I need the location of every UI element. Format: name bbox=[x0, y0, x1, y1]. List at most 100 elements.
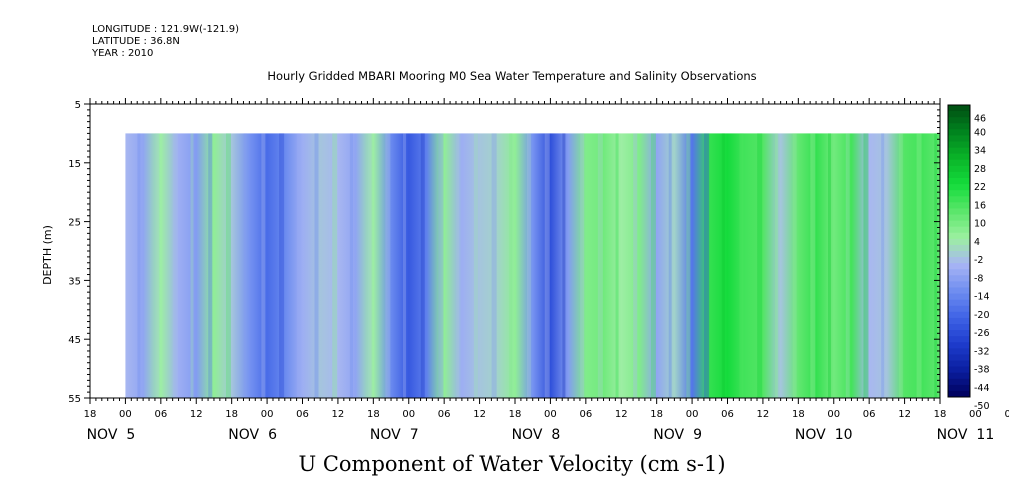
date-day-label: 10 bbox=[835, 427, 853, 443]
colorbar-swatch bbox=[948, 153, 970, 161]
x-axis-label: U Component of Water Velocity (cm s-1) bbox=[298, 452, 726, 476]
velocity-streak bbox=[828, 133, 832, 398]
y-tick-label: 45 bbox=[68, 335, 81, 346]
colorbar-swatch bbox=[948, 372, 970, 380]
colorbar-label: 28 bbox=[974, 164, 986, 175]
velocity-streak bbox=[916, 133, 922, 398]
velocity-streak bbox=[668, 133, 672, 398]
colorbar-swatch bbox=[948, 184, 970, 191]
velocity-streak bbox=[863, 133, 869, 398]
colorbar-swatch bbox=[948, 238, 970, 246]
longitude-text: LONGITUDE : 121.9W(-121.9) bbox=[92, 24, 239, 35]
colorbar-swatch bbox=[948, 220, 970, 228]
x-tick-label: 18 bbox=[792, 409, 805, 420]
colorbar-swatch bbox=[948, 342, 970, 349]
colorbar-swatch bbox=[948, 281, 970, 288]
velocity-streak bbox=[686, 133, 691, 398]
y-tick-label: 25 bbox=[68, 218, 81, 229]
colorbar-swatch bbox=[948, 129, 970, 136]
x-tick-label: 00 bbox=[402, 409, 415, 420]
velocity-streak bbox=[296, 133, 300, 398]
colorbar-swatch bbox=[948, 305, 970, 313]
colorbar-swatch bbox=[948, 287, 970, 295]
velocity-streak bbox=[934, 133, 938, 398]
velocity-streak bbox=[190, 133, 194, 398]
date-month-label: NOV bbox=[653, 427, 684, 443]
colorbar-swatch bbox=[948, 141, 970, 149]
velocity-streak bbox=[314, 133, 319, 398]
colorbar-swatch bbox=[948, 105, 970, 112]
colorbar-label: -44 bbox=[974, 383, 990, 394]
colorbar-swatch bbox=[948, 275, 970, 282]
velocity-streak bbox=[792, 133, 797, 398]
colorbar-swatch bbox=[948, 196, 970, 203]
velocity-streak bbox=[385, 133, 391, 398]
velocity-streak bbox=[544, 133, 550, 398]
colorbar: 46 40 34 28 22 16 10 4 -2 -8 -14 -20 -26 -32 -38 -44 -50 bbox=[947, 104, 990, 412]
velocity-streak bbox=[473, 133, 478, 398]
date-day-label: 9 bbox=[693, 427, 702, 443]
colorbar-label: -32 bbox=[974, 346, 990, 357]
colorbar-label: 34 bbox=[974, 146, 986, 157]
colorbar-swatch bbox=[948, 330, 970, 337]
colorbar-swatch bbox=[948, 147, 970, 155]
velocity-streak bbox=[225, 133, 231, 398]
colorbar-swatch bbox=[948, 226, 970, 234]
latitude-text: LATITUDE : 36.8N bbox=[92, 36, 180, 47]
x-tick-label: 06 bbox=[154, 409, 167, 420]
x-tick-label: 18 bbox=[650, 409, 663, 420]
velocity-streak bbox=[155, 133, 160, 398]
x-tick-label: 12 bbox=[332, 409, 345, 420]
colorbar-swatch bbox=[948, 123, 970, 130]
colorbar-swatch bbox=[948, 366, 970, 374]
x-tick-label: 18 bbox=[225, 409, 238, 420]
x-tick-label: 00 bbox=[686, 409, 699, 420]
x-tick-label: 06 bbox=[863, 409, 876, 420]
velocity-streak bbox=[279, 133, 285, 398]
colorbar-label: -26 bbox=[974, 328, 990, 339]
colorbar-swatch bbox=[948, 178, 970, 185]
date-day-label: 8 bbox=[551, 427, 560, 443]
y-tick-label: 15 bbox=[68, 159, 81, 170]
colorbar-swatch bbox=[948, 317, 970, 325]
colorbar-swatch bbox=[948, 208, 970, 215]
colorbar-swatch bbox=[948, 269, 970, 276]
colorbar-swatch bbox=[948, 202, 970, 209]
x-tick-label: 12 bbox=[757, 409, 770, 420]
x-tick-label: 00 bbox=[261, 409, 274, 420]
x-tick-label: 12 bbox=[190, 409, 203, 420]
colorbar-label: -8 bbox=[974, 273, 983, 284]
y-tick-label: 5 bbox=[75, 100, 81, 111]
chart-title: Hourly Gridded MBARI Mooring M0 Sea Wate… bbox=[267, 69, 757, 83]
date-month-label: NOV bbox=[370, 427, 401, 443]
y-axis-label: DEPTH (m) bbox=[41, 225, 54, 285]
velocity-streak bbox=[243, 133, 247, 398]
velocity-streak bbox=[438, 133, 444, 398]
colorbar-label: -50 bbox=[974, 401, 990, 412]
velocity-streak bbox=[208, 133, 213, 398]
velocity-streak bbox=[721, 133, 725, 398]
velocity-streak bbox=[562, 133, 566, 398]
y-tick-label: 35 bbox=[68, 276, 81, 287]
x-tick-label: 00 bbox=[827, 409, 840, 420]
velocity-streak bbox=[810, 133, 816, 398]
date-month-label: NOV bbox=[228, 427, 259, 443]
colorbar-label: 10 bbox=[974, 219, 986, 230]
y-axis: 5 15 25 35 45 55 bbox=[68, 100, 940, 405]
velocity-streak bbox=[349, 133, 353, 398]
x-axis: 18 00 06 12 18 00 06 12 18 00 06 12 18 00 06 12 18 00 06 12… bbox=[84, 98, 1009, 443]
velocity-streak bbox=[881, 133, 885, 398]
date-month-label: NOV bbox=[512, 427, 543, 443]
velocity-streak bbox=[597, 133, 603, 398]
x-tick-label: 00 bbox=[969, 409, 982, 420]
date-month-label: NOV bbox=[795, 427, 826, 443]
velocity-streak bbox=[580, 133, 585, 398]
velocity-streak bbox=[261, 133, 266, 398]
x-tick-label: 12 bbox=[898, 409, 911, 420]
x-tick-label: 18 bbox=[509, 409, 522, 420]
velocity-streak bbox=[456, 133, 460, 398]
colorbar-label: -20 bbox=[974, 310, 990, 321]
colorbar-label: 40 bbox=[974, 127, 986, 138]
colorbar-swatch bbox=[948, 251, 970, 258]
velocity-field bbox=[125, 133, 940, 398]
